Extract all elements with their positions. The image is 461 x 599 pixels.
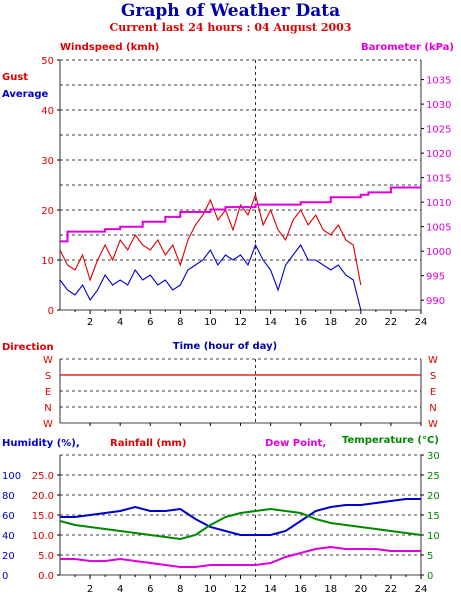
wind-x-tick-label: 8: [177, 317, 183, 328]
direction-left-tick-label: S: [45, 371, 51, 382]
wind-x-tick-label: 2: [87, 317, 93, 328]
wind-x-tick-label: 18: [324, 317, 337, 328]
direction-right-tick-label: N: [429, 403, 436, 414]
rain-tick-label: 25.0: [32, 471, 54, 482]
temp-tick-label: 10: [427, 531, 440, 542]
direction-right-tick-label: S: [430, 371, 436, 382]
humidity-series-line: [60, 498, 421, 536]
direction-left-tick-label: E: [45, 387, 51, 398]
rain-tick-label: 20.0: [32, 491, 54, 502]
climate-x-tick-label: 14: [264, 584, 277, 595]
wind-left-tick-label: 20: [41, 206, 54, 217]
direction-left-tick-label: W: [43, 419, 53, 430]
direction-left-tick-label: W: [43, 355, 53, 366]
gust-series-line: [59, 193, 362, 286]
wind-x-tick-label: 10: [204, 317, 217, 328]
rain-tick-label: 10.0: [32, 531, 54, 542]
wind-x-tick-label: 16: [294, 317, 307, 328]
baro-right-tick-label: 1010: [426, 198, 451, 209]
humidity-tick-label: 100: [2, 471, 21, 482]
baro-right-tick-label: 1000: [426, 247, 451, 258]
baro-right-tick-label: 990: [426, 296, 445, 307]
direction-right-tick-label: E: [430, 387, 436, 398]
climate-x-tick-label: 16: [294, 584, 307, 595]
wind-left-tick-label: 30: [41, 156, 54, 167]
wind-x-tick-label: 24: [415, 317, 428, 328]
dewpoint-series-line: [60, 545, 421, 568]
baro-right-tick-label: 1020: [426, 149, 451, 160]
temp-tick-label: 0: [427, 571, 433, 582]
wind-x-tick-label: 4: [117, 317, 123, 328]
wind-x-tick-label: 22: [385, 317, 398, 328]
humidity-label: Humidity (%),: [2, 438, 80, 449]
direction-left-tick-label: N: [44, 403, 51, 414]
direction-right-tick-label: W: [428, 355, 438, 366]
climate-x-tick-label: 8: [177, 584, 183, 595]
rain-tick-label: 5.0: [38, 551, 54, 562]
dewpoint-label: Dew Point,: [265, 438, 326, 449]
temperature-label: Temperature (°C): [342, 435, 439, 446]
humidity-tick-label: 60: [2, 511, 15, 522]
climate-x-tick-label: 2: [87, 584, 93, 595]
wind-axis-title: Windspeed (kmh): [60, 42, 159, 53]
baro-right-tick-label: 1015: [426, 174, 451, 185]
direction-title: Direction: [2, 342, 54, 353]
wind-left-tick-label: 0: [48, 306, 54, 317]
humidity-tick-label: 80: [2, 491, 15, 502]
climate-x-tick-label: 12: [234, 584, 247, 595]
climate-x-tick-label: 6: [147, 584, 153, 595]
temperature-series-line: [59, 507, 422, 541]
baro-right-tick-label: 1030: [426, 100, 451, 111]
climate-x-tick-label: 4: [117, 584, 123, 595]
wind-x-tick-label: 20: [354, 317, 367, 328]
climate-x-tick-label: 10: [204, 584, 217, 595]
humidity-tick-label: 0: [2, 571, 8, 582]
baro-right-tick-label: 1025: [426, 125, 451, 136]
page-subtitle: Current last 24 hours : 04 August 2003: [109, 21, 352, 34]
direction-right-tick-label: W: [428, 419, 438, 430]
temp-tick-label: 15: [427, 511, 440, 522]
temp-tick-label: 20: [427, 491, 440, 502]
rainfall-label: Rainfall (mm): [110, 438, 186, 449]
baro-right-tick-label: 1005: [426, 223, 451, 234]
average-series-line: [59, 243, 362, 311]
wind-left-tick-label: 40: [41, 106, 54, 117]
climate-x-tick-label: 18: [324, 584, 337, 595]
wind-left-tick-label: 10: [41, 256, 54, 267]
wind-x-tick-label: 14: [264, 317, 277, 328]
baro-right-tick-label: 995: [426, 272, 445, 283]
temp-tick-label: 5: [427, 551, 433, 562]
barometer-axis-title: Barometer (kPa): [361, 42, 454, 53]
temp-tick-label: 25: [427, 471, 440, 482]
climate-x-tick-label: 22: [385, 584, 398, 595]
page-title: Graph of Weather Data: [120, 1, 341, 21]
rain-tick-label: 15.0: [32, 511, 54, 522]
wind-x-tick-label: 6: [147, 317, 153, 328]
humidity-tick-label: 20: [2, 551, 15, 562]
time-axis-title: Time (hour of day): [173, 341, 277, 352]
climate-x-tick-label: 20: [354, 584, 367, 595]
temp-tick-label: 30: [427, 451, 440, 462]
barometer-series-line: [60, 186, 421, 243]
gust-label: Gust: [2, 72, 28, 83]
baro-right-tick-label: 1035: [426, 76, 451, 87]
wind-left-tick-label: 50: [41, 56, 54, 67]
wind-x-tick-label: 12: [234, 317, 247, 328]
humidity-tick-label: 40: [2, 531, 15, 542]
climate-x-tick-label: 24: [415, 584, 428, 595]
average-label: Average: [2, 89, 49, 100]
rain-tick-label: 0.0: [38, 571, 54, 582]
